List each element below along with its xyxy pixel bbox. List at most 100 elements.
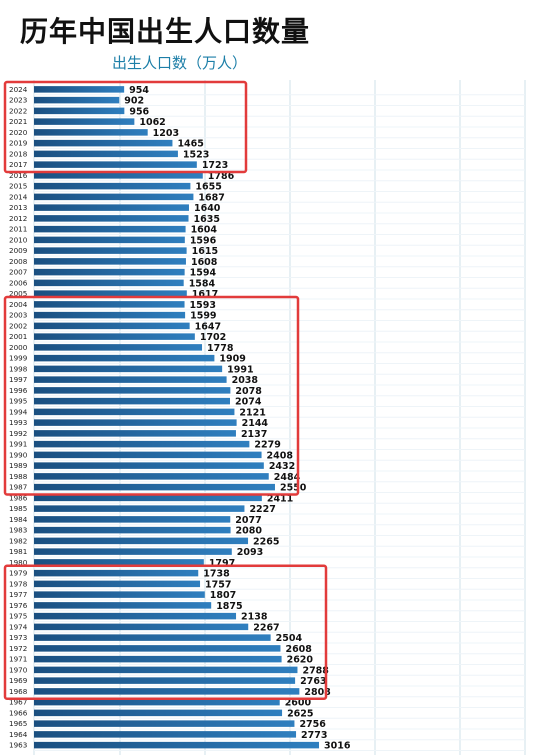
bar-1963 bbox=[34, 741, 320, 749]
bar-1997 bbox=[34, 376, 227, 383]
bar-2019 bbox=[34, 139, 173, 147]
value-label-1978: 1757 bbox=[205, 579, 231, 590]
value-label-1973: 2504 bbox=[276, 633, 303, 644]
year-tick-label: 1992 bbox=[9, 429, 27, 438]
year-tick-label: 1978 bbox=[9, 579, 28, 588]
bar-2015 bbox=[34, 182, 191, 190]
value-label-2022: 956 bbox=[129, 106, 149, 117]
year-tick-label: 2023 bbox=[9, 96, 27, 105]
value-label-2011: 1604 bbox=[191, 225, 218, 236]
highlight-box bbox=[3, 564, 328, 700]
value-label-1969: 2763 bbox=[300, 676, 326, 687]
bar-1998 bbox=[34, 365, 223, 373]
bar-1988 bbox=[34, 473, 269, 480]
bar-2011 bbox=[34, 225, 186, 233]
value-label-1967: 2600 bbox=[285, 698, 312, 709]
value-label-1979: 1738 bbox=[203, 569, 230, 580]
year-tick-label: 1981 bbox=[9, 547, 27, 556]
bar-2020 bbox=[34, 129, 148, 136]
value-label-2021: 1062 bbox=[139, 117, 165, 128]
year-tick-label: 1998 bbox=[9, 364, 28, 373]
year-tick-label: 1979 bbox=[9, 569, 28, 578]
value-label-1995: 2074 bbox=[235, 397, 262, 408]
year-tick-label: 2021 bbox=[9, 117, 27, 126]
year-tick-label: 2009 bbox=[9, 246, 28, 255]
value-label-2008: 1608 bbox=[191, 257, 218, 268]
year-tick-label: 2020 bbox=[9, 128, 28, 137]
bar-2005 bbox=[34, 290, 187, 297]
year-tick-label: 2015 bbox=[9, 182, 27, 191]
value-label-1992: 2137 bbox=[241, 429, 267, 440]
value-label-2018: 1523 bbox=[183, 149, 209, 160]
year-tick-label: 1993 bbox=[9, 418, 27, 427]
year-tick-label: 2000 bbox=[9, 343, 28, 352]
year-tick-label: 1988 bbox=[9, 472, 28, 481]
year-tick-label: 1986 bbox=[9, 493, 28, 502]
value-label-2013: 1640 bbox=[194, 203, 221, 214]
year-tick-label: 1966 bbox=[9, 708, 28, 717]
value-label-1981: 2093 bbox=[237, 547, 263, 558]
year-tick-label: 2014 bbox=[9, 192, 28, 201]
bar-1966 bbox=[34, 709, 283, 717]
year-tick-label: 1989 bbox=[9, 461, 28, 470]
value-label-1999: 1909 bbox=[219, 354, 245, 365]
value-label-1997: 2038 bbox=[232, 375, 259, 386]
highlight-box bbox=[3, 295, 300, 496]
year-tick-label: 1999 bbox=[9, 354, 28, 363]
year-tick-label: 2017 bbox=[9, 160, 27, 169]
value-label-2001: 1702 bbox=[200, 332, 226, 343]
value-label-1990: 2408 bbox=[267, 450, 294, 461]
bar-2007 bbox=[34, 268, 185, 276]
bar-2003 bbox=[34, 311, 186, 319]
bar-2022 bbox=[34, 107, 125, 115]
value-label-1972: 2608 bbox=[285, 644, 312, 655]
year-tick-label: 1971 bbox=[9, 655, 27, 664]
year-tick-label: 2002 bbox=[9, 321, 27, 330]
bar-1968 bbox=[34, 688, 300, 695]
bar-2017 bbox=[34, 161, 197, 168]
value-label-2007: 1594 bbox=[190, 268, 217, 279]
year-tick-label: 1973 bbox=[9, 633, 27, 642]
year-tick-label: 2005 bbox=[9, 289, 27, 298]
bar-2023 bbox=[34, 96, 120, 104]
year-tick-label: 2022 bbox=[9, 106, 27, 115]
value-label-2002: 1647 bbox=[195, 321, 221, 332]
value-label-1993: 2144 bbox=[242, 418, 269, 429]
year-tick-label: 2016 bbox=[9, 171, 28, 180]
bar-1971 bbox=[34, 655, 282, 663]
value-label-1986: 2411 bbox=[267, 493, 293, 504]
value-label-2000: 1778 bbox=[207, 343, 234, 354]
value-label-1983: 2080 bbox=[236, 526, 263, 537]
value-label-2020: 1203 bbox=[153, 128, 179, 139]
year-tick-label: 2018 bbox=[9, 149, 28, 158]
value-label-2012: 1635 bbox=[194, 214, 220, 225]
bar-1978 bbox=[34, 580, 201, 588]
value-label-2017: 1723 bbox=[202, 160, 228, 171]
bar-1974 bbox=[34, 623, 249, 631]
value-label-1966: 2625 bbox=[287, 708, 313, 719]
highlight-boxes bbox=[3, 80, 328, 700]
year-tick-label: 1991 bbox=[9, 440, 27, 449]
year-tick-label: 2019 bbox=[9, 139, 28, 148]
value-label-2014: 1687 bbox=[198, 192, 224, 203]
value-label-2009: 1615 bbox=[192, 246, 218, 257]
year-tick-label: 2001 bbox=[9, 332, 27, 341]
bar-1986 bbox=[34, 494, 262, 502]
year-tick-label: 2007 bbox=[9, 268, 27, 277]
year-tick-label: 1968 bbox=[9, 687, 28, 696]
year-tick-label: 1983 bbox=[9, 526, 27, 535]
year-tick-label: 1995 bbox=[9, 397, 27, 406]
bar-1973 bbox=[34, 634, 271, 641]
year-tick-label: 2013 bbox=[9, 203, 27, 212]
chart-grid bbox=[33, 80, 526, 755]
bar-2021 bbox=[34, 118, 135, 125]
bar-1981 bbox=[34, 548, 232, 555]
bar-1995 bbox=[34, 397, 230, 405]
year-tick-label: 2010 bbox=[9, 235, 28, 244]
value-label-1989: 2432 bbox=[269, 461, 295, 472]
value-label-1971: 2620 bbox=[287, 655, 314, 666]
bar-1992 bbox=[34, 430, 236, 437]
highlight-box bbox=[3, 80, 248, 174]
value-label-1974: 2267 bbox=[253, 622, 279, 633]
